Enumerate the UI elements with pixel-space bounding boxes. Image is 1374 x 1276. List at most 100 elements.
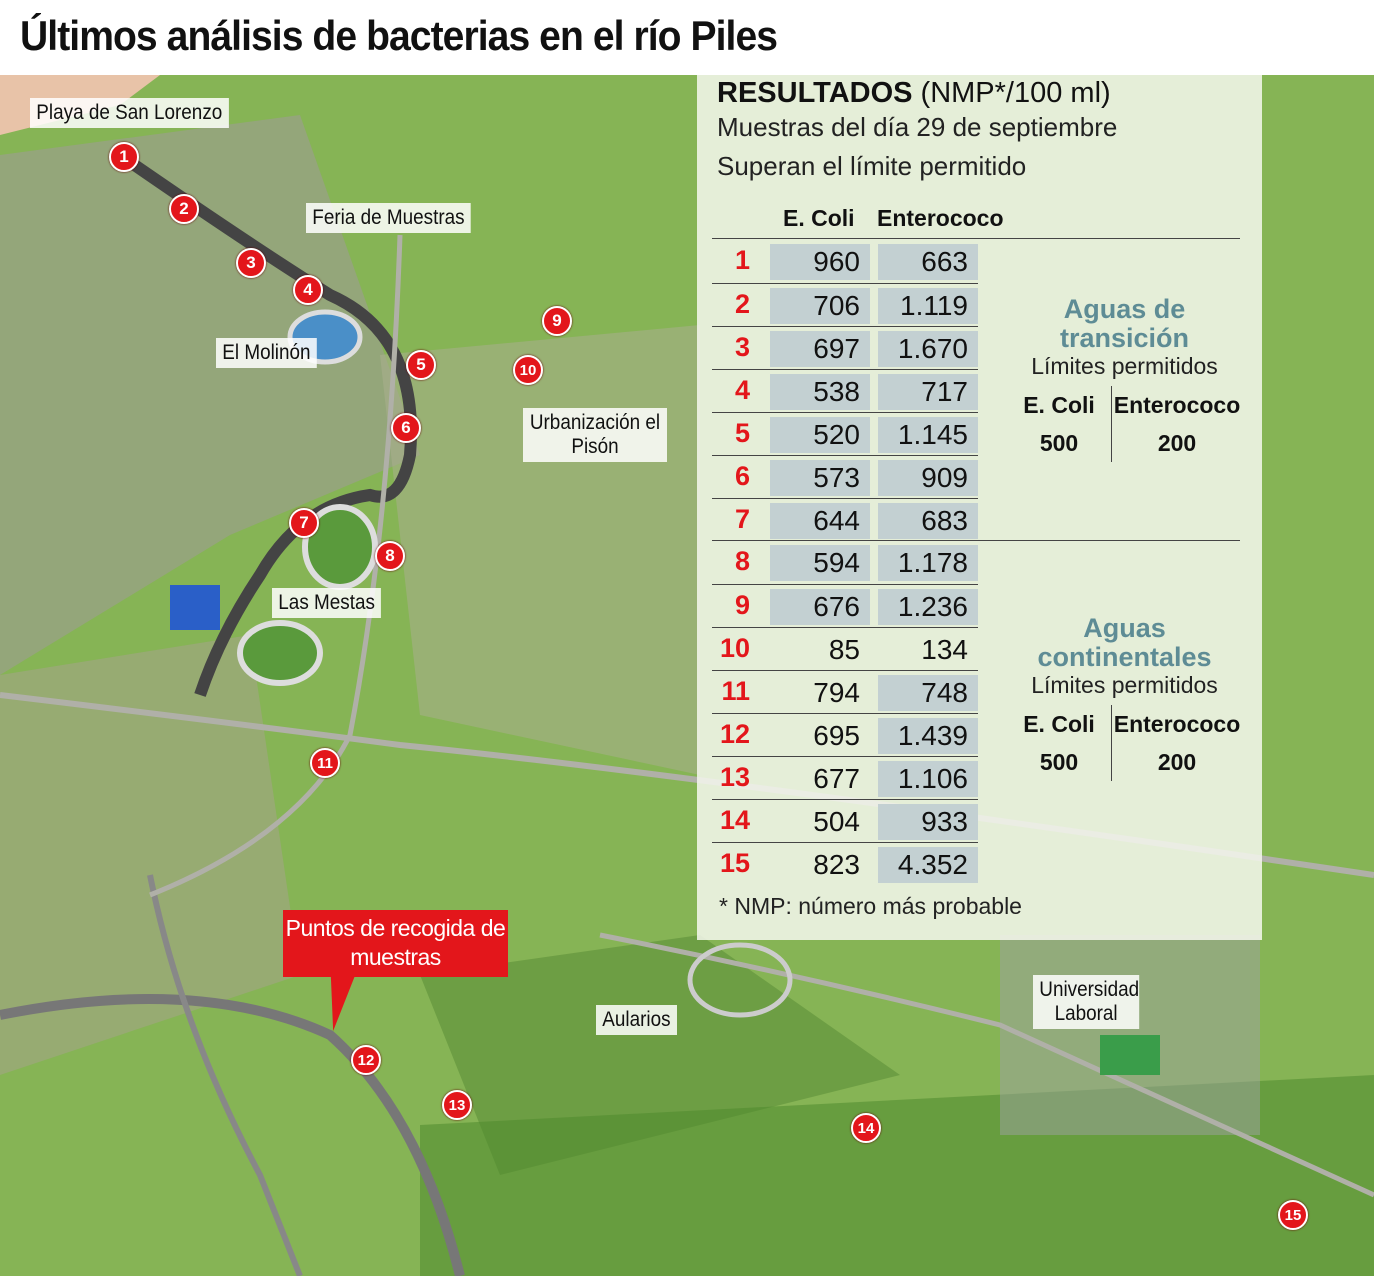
sample-marker-3: 3 — [236, 248, 266, 278]
sample-marker-5: 5 — [406, 350, 436, 380]
results-heading-bold: RESULTADOS — [717, 77, 913, 109]
sample-marker-8: 8 — [375, 541, 405, 571]
limits-transition: Aguas de transición Límites permitidos E… — [1007, 295, 1242, 462]
enterococo-value: 1.236 — [878, 589, 978, 625]
ecoli-value: 960 — [770, 244, 870, 280]
enterococo-value: 717 — [878, 374, 978, 410]
results-unit: (NMP*/100 ml) — [920, 77, 1111, 109]
sample-marker-10: 10 — [513, 355, 543, 385]
limit-ecoli-value: 500 — [1039, 749, 1079, 775]
exceed-legend: Superan el límite permitido — [717, 151, 1027, 181]
sample-number: 10 — [719, 633, 750, 663]
limits-continental: Aguas continentales Límites permitidos E… — [1007, 614, 1242, 781]
sample-marker-7: 7 — [289, 508, 319, 538]
sample-marker-9: 9 — [542, 306, 572, 336]
limit-entero-value: 200 — [1157, 430, 1197, 456]
ecoli-value: 676 — [770, 589, 870, 625]
enterococo-value: 663 — [878, 244, 978, 280]
ecoli-value: 85 — [828, 634, 860, 665]
enterococo-value: 1.106 — [878, 761, 978, 797]
sample-number: 8 — [734, 546, 750, 576]
table-row: 6 573 909 — [712, 455, 978, 498]
map-label-playa-san-lorenzo: Playa de San Lorenzo — [30, 98, 229, 128]
limits-heading: Aguas — [1083, 613, 1166, 643]
sample-number: 6 — [734, 461, 750, 491]
sample-marker-4: 4 — [293, 275, 323, 305]
limits-heading: transición — [1059, 323, 1190, 353]
table-row: 1 960 663 — [712, 240, 978, 283]
ecoli-value: 794 — [813, 677, 860, 708]
limit-entero-label: Enterococo — [1113, 711, 1241, 737]
enterococo-value: 1.145 — [878, 417, 978, 453]
table-row: 15 823 4.352 — [712, 842, 978, 885]
table-row: 4 538 717 — [712, 369, 978, 412]
map-label-urbanizacion-el-pison: Urbanización el Pisón — [523, 408, 667, 462]
results-heading: RESULTADOS (NMP*/100 ml) — [717, 77, 1111, 110]
sample-marker-15: 15 — [1278, 1200, 1308, 1230]
table-row: 11 794 748 — [712, 670, 978, 713]
sample-marker-2: 2 — [169, 194, 199, 224]
sample-number: 15 — [719, 848, 750, 878]
page-title: Últimos análisis de bacterias en el río … — [20, 12, 778, 59]
enterococo-value: 748 — [878, 675, 978, 711]
limits-heading: continentales — [1037, 642, 1212, 672]
divider-water-type — [712, 540, 1240, 541]
sample-marker-14: 14 — [851, 1113, 881, 1143]
ecoli-value: 706 — [770, 288, 870, 324]
table-row: 14 504 933 — [712, 799, 978, 842]
map-label-feria-de-muestras: Feria de Muestras — [306, 203, 471, 233]
sample-marker-12: 12 — [351, 1045, 381, 1075]
sample-number: 12 — [719, 719, 750, 749]
map-label-aularios: Aularios — [596, 1005, 677, 1035]
sample-marker-6: 6 — [391, 413, 421, 443]
ecoli-value: 695 — [813, 720, 860, 751]
results-panel: RESULTADOS (NMP*/100 ml) Muestras del dí… — [697, 75, 1262, 940]
enterococo-value: 933 — [878, 804, 978, 840]
enterococo-value: 1.119 — [878, 288, 978, 324]
limit-ecoli-value: 500 — [1039, 430, 1079, 456]
enterococo-value: 683 — [878, 503, 978, 539]
col-header-ecoli: E. Coli — [783, 205, 855, 231]
map-label-las-mestas: Las Mestas — [272, 588, 382, 618]
enterococo-value: 909 — [878, 460, 978, 496]
table-row: 12 695 1.439 — [712, 713, 978, 756]
limit-ecoli-label: E. Coli — [1023, 392, 1095, 418]
sample-marker-11: 11 — [310, 748, 340, 778]
limit-ecoli-label: E. Coli — [1023, 711, 1095, 737]
ecoli-value: 823 — [813, 849, 860, 880]
sample-number: 4 — [734, 375, 750, 405]
sample-marker-13: 13 — [442, 1090, 472, 1120]
sample-number: 7 — [734, 504, 750, 534]
sample-number: 11 — [721, 676, 750, 706]
enterococo-value: 4.352 — [878, 847, 978, 883]
limit-entero-value: 200 — [1157, 749, 1197, 775]
enterococo-value: 1.670 — [878, 331, 978, 367]
table-row: 7 644 683 — [712, 498, 978, 541]
ecoli-value: 677 — [813, 763, 860, 794]
sample-number: 1 — [734, 245, 750, 275]
ecoli-value: 644 — [770, 503, 870, 539]
ecoli-value: 504 — [813, 806, 860, 837]
footnote: * NMP: número más probable — [719, 893, 1022, 919]
limits-sub: Límites permitidos — [1031, 353, 1218, 379]
enterococo-value: 134 — [921, 634, 968, 665]
limits-sub: Límites permitidos — [1031, 672, 1218, 698]
table-row: 9 676 1.236 — [712, 584, 978, 627]
table-row: 13 677 1.106 — [712, 756, 978, 799]
sample-number: 3 — [734, 332, 750, 362]
sample-number: 9 — [734, 590, 750, 620]
sample-number: 5 — [734, 418, 750, 448]
table-row: 5 520 1.145 — [712, 412, 978, 455]
sample-points-callout: Puntos de recogida de muestras — [283, 910, 508, 977]
ecoli-value: 697 — [770, 331, 870, 367]
enterococo-value: 1.178 — [878, 545, 978, 581]
limits-heading: Aguas de — [1063, 294, 1186, 324]
sample-number: 13 — [719, 762, 750, 792]
sample-number: 14 — [719, 805, 750, 835]
table-row: 2 706 1.119 — [712, 283, 978, 326]
map-label-el-molinon: El Molinón — [216, 338, 317, 368]
ecoli-value: 594 — [770, 545, 870, 581]
limit-entero-label: Enterococo — [1113, 392, 1241, 418]
ecoli-value: 520 — [770, 417, 870, 453]
enterococo-value: 1.439 — [878, 718, 978, 754]
